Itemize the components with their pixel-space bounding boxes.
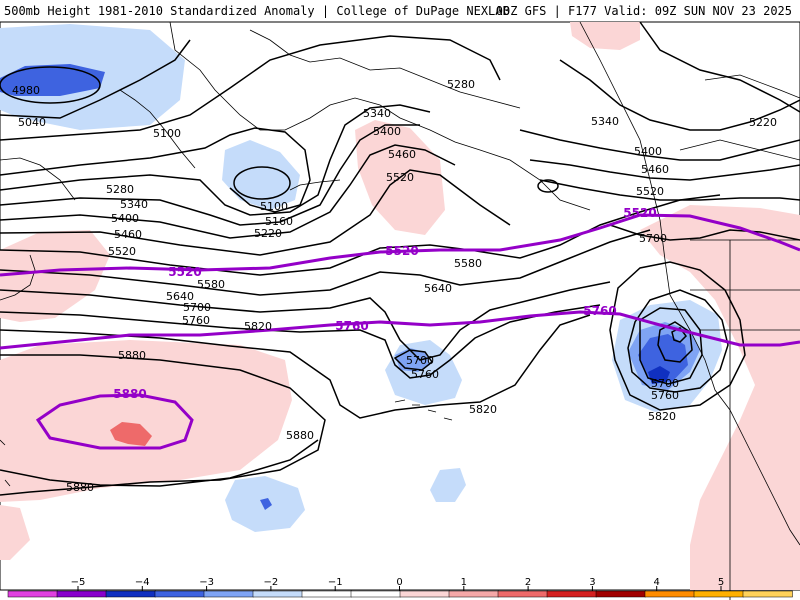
climo-label: 5520 [168, 265, 201, 279]
contour-label: 5280 [447, 78, 475, 91]
contour-label: 5160 [265, 215, 293, 228]
contour-label: 5220 [254, 227, 282, 240]
contour-label: 5700 [651, 377, 679, 390]
colorbar-segment [399, 590, 450, 598]
contour-label: 5220 [749, 116, 777, 129]
pos-anomaly-nam-interior [640, 205, 800, 590]
colorbar-tick-label: −3 [199, 577, 214, 588]
contour-label: 4980 [12, 84, 40, 97]
coastlines [0, 21, 800, 600]
colorbar-tick-label: 5 [718, 577, 724, 588]
contour-label: 5820 [648, 410, 676, 423]
colorbar-tick-label: 3 [589, 577, 595, 588]
colorbar-segment [56, 590, 107, 598]
colorbar-tick-label: 1 [461, 577, 467, 588]
climo-line-5760 [0, 310, 800, 350]
colorbar-tick-label: −1 [328, 577, 343, 588]
colorbar-segment [546, 590, 597, 598]
contour-label: 5280 [106, 183, 134, 196]
contour-label: 5760 [651, 389, 679, 402]
colorbar-segment [644, 590, 695, 598]
contour-label: 5400 [111, 212, 139, 225]
contour-label: 5460 [641, 163, 669, 176]
contour-label: 5700 [183, 301, 211, 314]
climo-label: 5760 [583, 304, 616, 318]
climo-label: 5520 [385, 244, 418, 258]
contour-label: 5700 [639, 232, 667, 245]
contour-label: 5100 [153, 127, 181, 140]
colorbar-tick-label: 4 [654, 577, 660, 588]
contour-label: 5340 [363, 107, 391, 120]
contour-label: 5640 [166, 290, 194, 303]
height-contours [0, 21, 800, 496]
contour-label: 5100 [260, 200, 288, 213]
colorbar-segment [350, 590, 401, 598]
neg-anomaly-small [430, 468, 466, 502]
neg-anomaly-gulf-ak [222, 140, 300, 210]
contour-label: 5820 [244, 320, 272, 333]
contour-label: 5760 [182, 314, 210, 327]
contour-label: 5700 [406, 354, 434, 367]
neg-anomaly-calif-strong [638, 334, 688, 382]
model-run-info: 00Z GFS | F177 Valid: 09Z SUN NOV 23 202… [495, 4, 792, 18]
colorbar-segment [595, 590, 646, 598]
climo-label-group: 5520 5520 5520 5760 5760 5880 [113, 206, 656, 401]
contour-label: 5820 [469, 403, 497, 416]
climo-line-5880 [35, 393, 194, 450]
contour-label: 5580 [454, 257, 482, 270]
colorbar-tick-label: 0 [396, 577, 402, 588]
pos-anomaly-ne-corner [570, 22, 640, 50]
climo-label: 5880 [113, 387, 146, 401]
contour-label: 5640 [424, 282, 452, 295]
contour-label: 5580 [197, 278, 225, 291]
contour-label: 5880 [66, 481, 94, 494]
colorbar-segment [497, 590, 548, 598]
contour-label: 5460 [114, 228, 142, 241]
contour-label: 5400 [373, 125, 401, 138]
pos-anomaly-central-pac [0, 340, 292, 502]
colorbar-segment [203, 590, 254, 598]
contour-label: 5340 [120, 198, 148, 211]
map-title: 500mb Height 1981-2010 Standardized Anom… [4, 4, 510, 18]
climo-line-5520 [0, 213, 800, 277]
contour-label: 5520 [386, 171, 414, 184]
contour-label: 5460 [388, 148, 416, 161]
pos-anomaly-sw-edge [0, 505, 30, 560]
anomaly-shading [0, 22, 800, 590]
pos-anomaly-central-core [110, 422, 152, 446]
contour-label: 5520 [108, 245, 136, 258]
colorbar-tick-label: −5 [71, 577, 86, 588]
colorbar-segment [154, 590, 205, 598]
colorbar-segment [252, 590, 303, 598]
colorbar: −5 −4 −3 −2 −1 0 1 2 3 4 5 [7, 577, 793, 598]
contour-label: 5400 [634, 145, 662, 158]
contour-label: 5040 [18, 116, 46, 129]
contour-label: 5880 [286, 429, 314, 442]
colorbar-tick-label: −2 [264, 577, 279, 588]
neg-anomaly-hawaii-core [260, 498, 272, 510]
colorbar-segment [448, 590, 499, 598]
contour-label-group: 4980 5040 5100 5280 5340 5400 5460 5520 … [12, 78, 777, 494]
colorbar-tick-label: 2 [525, 577, 531, 588]
climatology-lines [0, 213, 800, 450]
colorbar-segment [742, 590, 793, 598]
colorbar-segment [301, 590, 352, 598]
contour-label: 5880 [118, 349, 146, 362]
climo-label: 5760 [335, 319, 368, 333]
colorbar-tick-label: −4 [135, 577, 150, 588]
contour-label: 5760 [411, 368, 439, 381]
colorbar-segment [105, 590, 156, 598]
neg-anomaly-nw-core [0, 64, 105, 96]
contour-label: 5340 [591, 115, 619, 128]
colorbar-segment [693, 590, 744, 598]
colorbar-segment [7, 590, 58, 598]
contour-label: 5520 [636, 185, 664, 198]
climo-label: 5520 [623, 206, 656, 220]
